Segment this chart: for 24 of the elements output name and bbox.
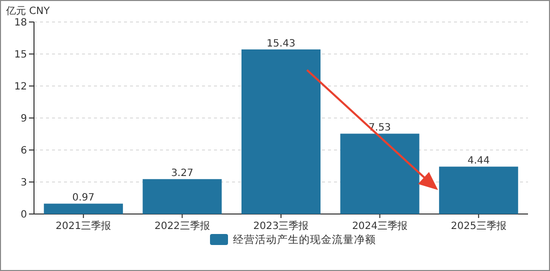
data-label: 15.43 (266, 38, 296, 50)
y-tick-label: 18 (14, 18, 27, 28)
bar (241, 49, 321, 214)
x-tick-label: 2022三季报 (154, 220, 210, 232)
y-tick-label: 9 (20, 114, 27, 124)
legend-label: 经营活动产生的现金流量净额 (233, 233, 376, 246)
x-tick-label: 2025三季报 (450, 220, 506, 232)
x-tick-label: 2024三季报 (352, 220, 408, 232)
data-label: 4.44 (467, 156, 490, 167)
legend: 经营活动产生的现金流量净额 (210, 234, 376, 246)
y-tick-label: 3 (20, 178, 27, 188)
y-tick-label: 6 (20, 146, 27, 156)
y-tick-label: 15 (14, 50, 27, 60)
x-tick-label: 2023三季报 (253, 220, 309, 232)
x-tick-label: 2021三季报 (56, 220, 112, 232)
y-tick-label: 0 (20, 210, 27, 220)
bar (44, 204, 123, 214)
data-label: 3.27 (171, 168, 194, 180)
y-axis-title: 亿元 CNY (5, 6, 51, 17)
y-tick-label: 12 (14, 82, 27, 92)
data-label: 0.97 (72, 192, 95, 204)
bar (142, 179, 222, 214)
bar (340, 134, 420, 214)
bar (439, 166, 518, 214)
